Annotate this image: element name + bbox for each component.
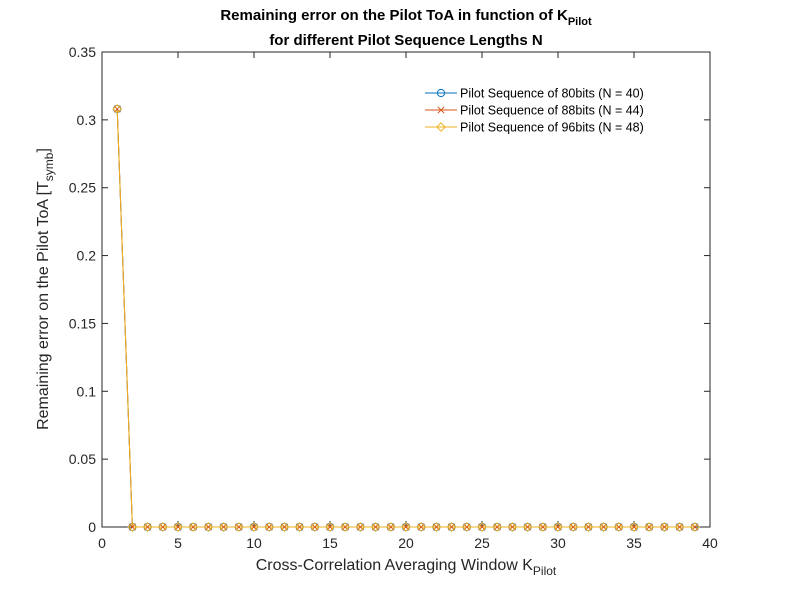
- data-point-series-3: [446, 522, 457, 532]
- data-point-series-3: [355, 522, 366, 532]
- x-tick-label: 40: [702, 535, 718, 551]
- data-point-series-3: [249, 522, 259, 532]
- legend-entries: Pilot Sequence of 80bits (N = 40) Pilot S…: [425, 87, 644, 135]
- data-point-series-3: [173, 522, 183, 532]
- y-tick-label: 0.15: [69, 315, 96, 331]
- x-tick-label: 5: [174, 535, 182, 551]
- data-point-series-3: [613, 522, 624, 532]
- chart-title-subscript: Pilot: [568, 16, 592, 28]
- x-tick-label: 0: [98, 535, 106, 551]
- chart-title-line2: for different Pilot Sequence Lengths N: [269, 32, 542, 49]
- x-tick-label: 35: [626, 535, 642, 551]
- data-point-series-3: [188, 522, 199, 532]
- x-axis-label-subscript: Pilot: [533, 564, 557, 578]
- legend-box: [419, 82, 670, 136]
- data-point-series-3: [112, 104, 123, 114]
- chart-title-main: Remaining error on the Pilot ToA in func…: [220, 7, 568, 24]
- data-point-series-3: [401, 522, 411, 532]
- data-point-series-3: [218, 522, 229, 532]
- legend-label-3: Pilot Sequence of 96bits (N = 48): [460, 121, 644, 135]
- data-point-series-3: [674, 522, 685, 532]
- legend-label-1: Pilot Sequence of 80bits (N = 40): [460, 87, 644, 101]
- data-point-series-3: [127, 522, 138, 532]
- data-point-series-3: [583, 522, 594, 532]
- y-tick-label: 0.25: [69, 180, 96, 196]
- x-tick-label: 20: [398, 535, 414, 551]
- data-point-series-3: [340, 522, 351, 532]
- x-axis-label-main: Cross-Correlation Averaging Window K: [256, 557, 533, 574]
- data-point-series-3: [416, 522, 427, 532]
- data-point-series-3: [294, 522, 305, 532]
- data-point-series-3: [142, 522, 153, 532]
- y-axis-label: Remaining error on the Pilot ToA [Tsymb]: [35, 148, 56, 430]
- y-tick-label: 0: [88, 519, 96, 535]
- y-tick-label: 0.2: [77, 248, 97, 264]
- data-point-series-3: [507, 522, 518, 532]
- data-point-series-3: [553, 522, 563, 532]
- x-tick-label: 25: [474, 535, 490, 551]
- x-tick-label: 30: [550, 535, 566, 551]
- data-point-series-3: [461, 522, 472, 532]
- data-point-series-3: [477, 522, 487, 532]
- series-markers: [112, 104, 700, 532]
- y-axis-label-subscript: symb: [42, 152, 56, 181]
- x-axis-label: Cross-Correlation Averaging Window KPilo…: [256, 557, 557, 578]
- data-point-series-3: [325, 522, 335, 532]
- legend: Pilot Sequence of 80bits (N = 40) Pilot S…: [419, 82, 670, 136]
- y-tick-label: 0.1: [77, 383, 97, 399]
- data-point-series-3: [233, 522, 244, 532]
- legend-label-2: Pilot Sequence of 88bits (N = 44): [460, 104, 644, 118]
- data-point-series-3: [659, 522, 670, 532]
- data-point-series-3: [157, 522, 168, 532]
- data-point-series-3: [644, 522, 655, 532]
- data-point-series-3: [309, 522, 320, 532]
- data-point-series-3: [689, 522, 700, 532]
- data-point-series-3: [568, 522, 579, 532]
- x-tick-label: 15: [322, 535, 338, 551]
- data-point-series-3: [537, 522, 548, 532]
- data-point-series-3: [431, 522, 442, 532]
- data-point-series-3: [492, 522, 503, 532]
- y-axis-label-suffix: ]: [35, 148, 52, 152]
- data-point-series-3: [203, 522, 214, 532]
- chart-title-line1: Remaining error on the Pilot ToA in func…: [220, 7, 592, 28]
- y-tick-label: 0.35: [69, 44, 96, 60]
- y-tick-label: 0.3: [77, 112, 97, 128]
- data-point-series-3: [370, 522, 381, 532]
- data-point-series-3: [279, 522, 290, 532]
- x-tick-label: 10: [246, 535, 262, 551]
- y-tick-label: 0.05: [69, 451, 96, 467]
- data-point-series-3: [522, 522, 533, 532]
- y-axis-label-main: Remaining error on the Pilot ToA [T: [35, 181, 52, 430]
- legend-marker-3: [436, 122, 446, 132]
- data-point-series-3: [264, 522, 275, 532]
- legend-marker-1: [436, 88, 446, 98]
- data-point-series-3: [598, 522, 609, 532]
- data-point-series-3: [629, 522, 639, 532]
- axis-ticks: 0 5 10 15 20 25 30 35 40 0 0.05 0.1 0.15 0.2 0.25 0.3 0.…: [69, 44, 718, 551]
- data-point-series-3: [385, 522, 396, 532]
- legend-marker-2: [437, 106, 445, 114]
